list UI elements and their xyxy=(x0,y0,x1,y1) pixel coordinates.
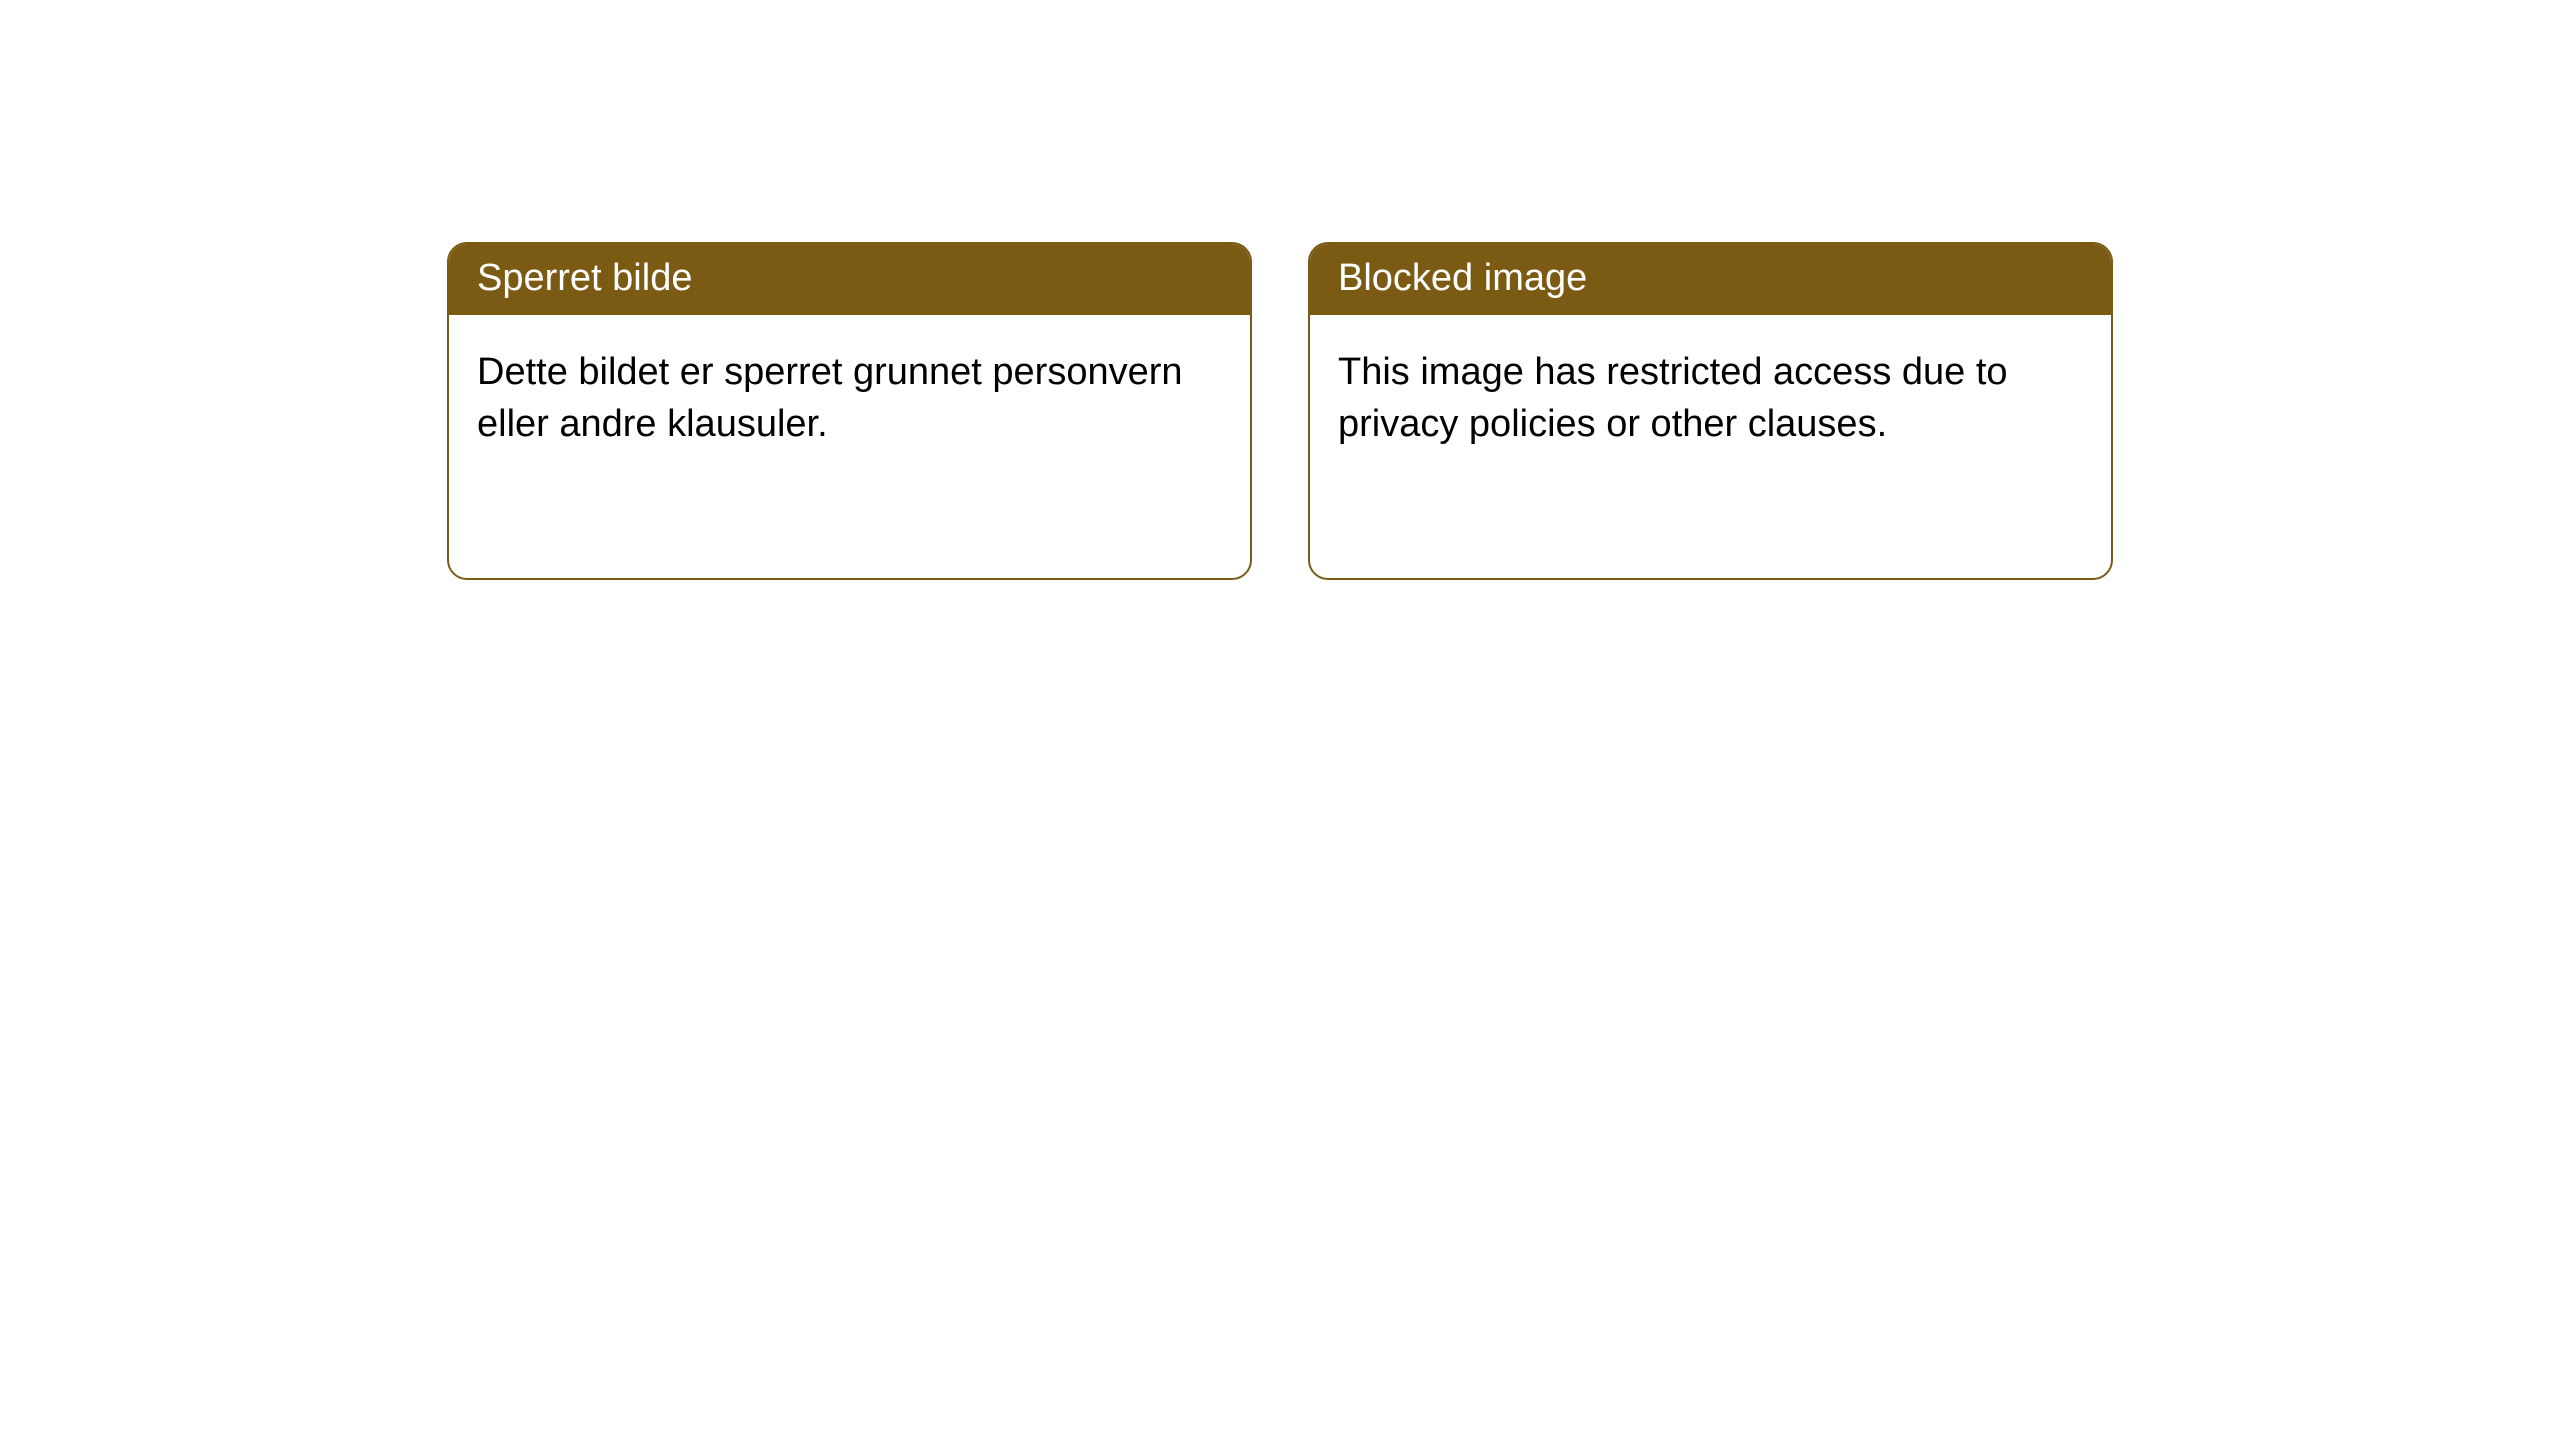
card-header-norwegian: Sperret bilde xyxy=(449,244,1250,315)
cards-container: Sperret bilde Dette bildet er sperret gr… xyxy=(447,242,2113,580)
card-body-english: This image has restricted access due to … xyxy=(1310,315,2111,482)
card-header-english: Blocked image xyxy=(1310,244,2111,315)
card-norwegian: Sperret bilde Dette bildet er sperret gr… xyxy=(447,242,1252,580)
card-english: Blocked image This image has restricted … xyxy=(1308,242,2113,580)
card-body-norwegian: Dette bildet er sperret grunnet personve… xyxy=(449,315,1250,482)
